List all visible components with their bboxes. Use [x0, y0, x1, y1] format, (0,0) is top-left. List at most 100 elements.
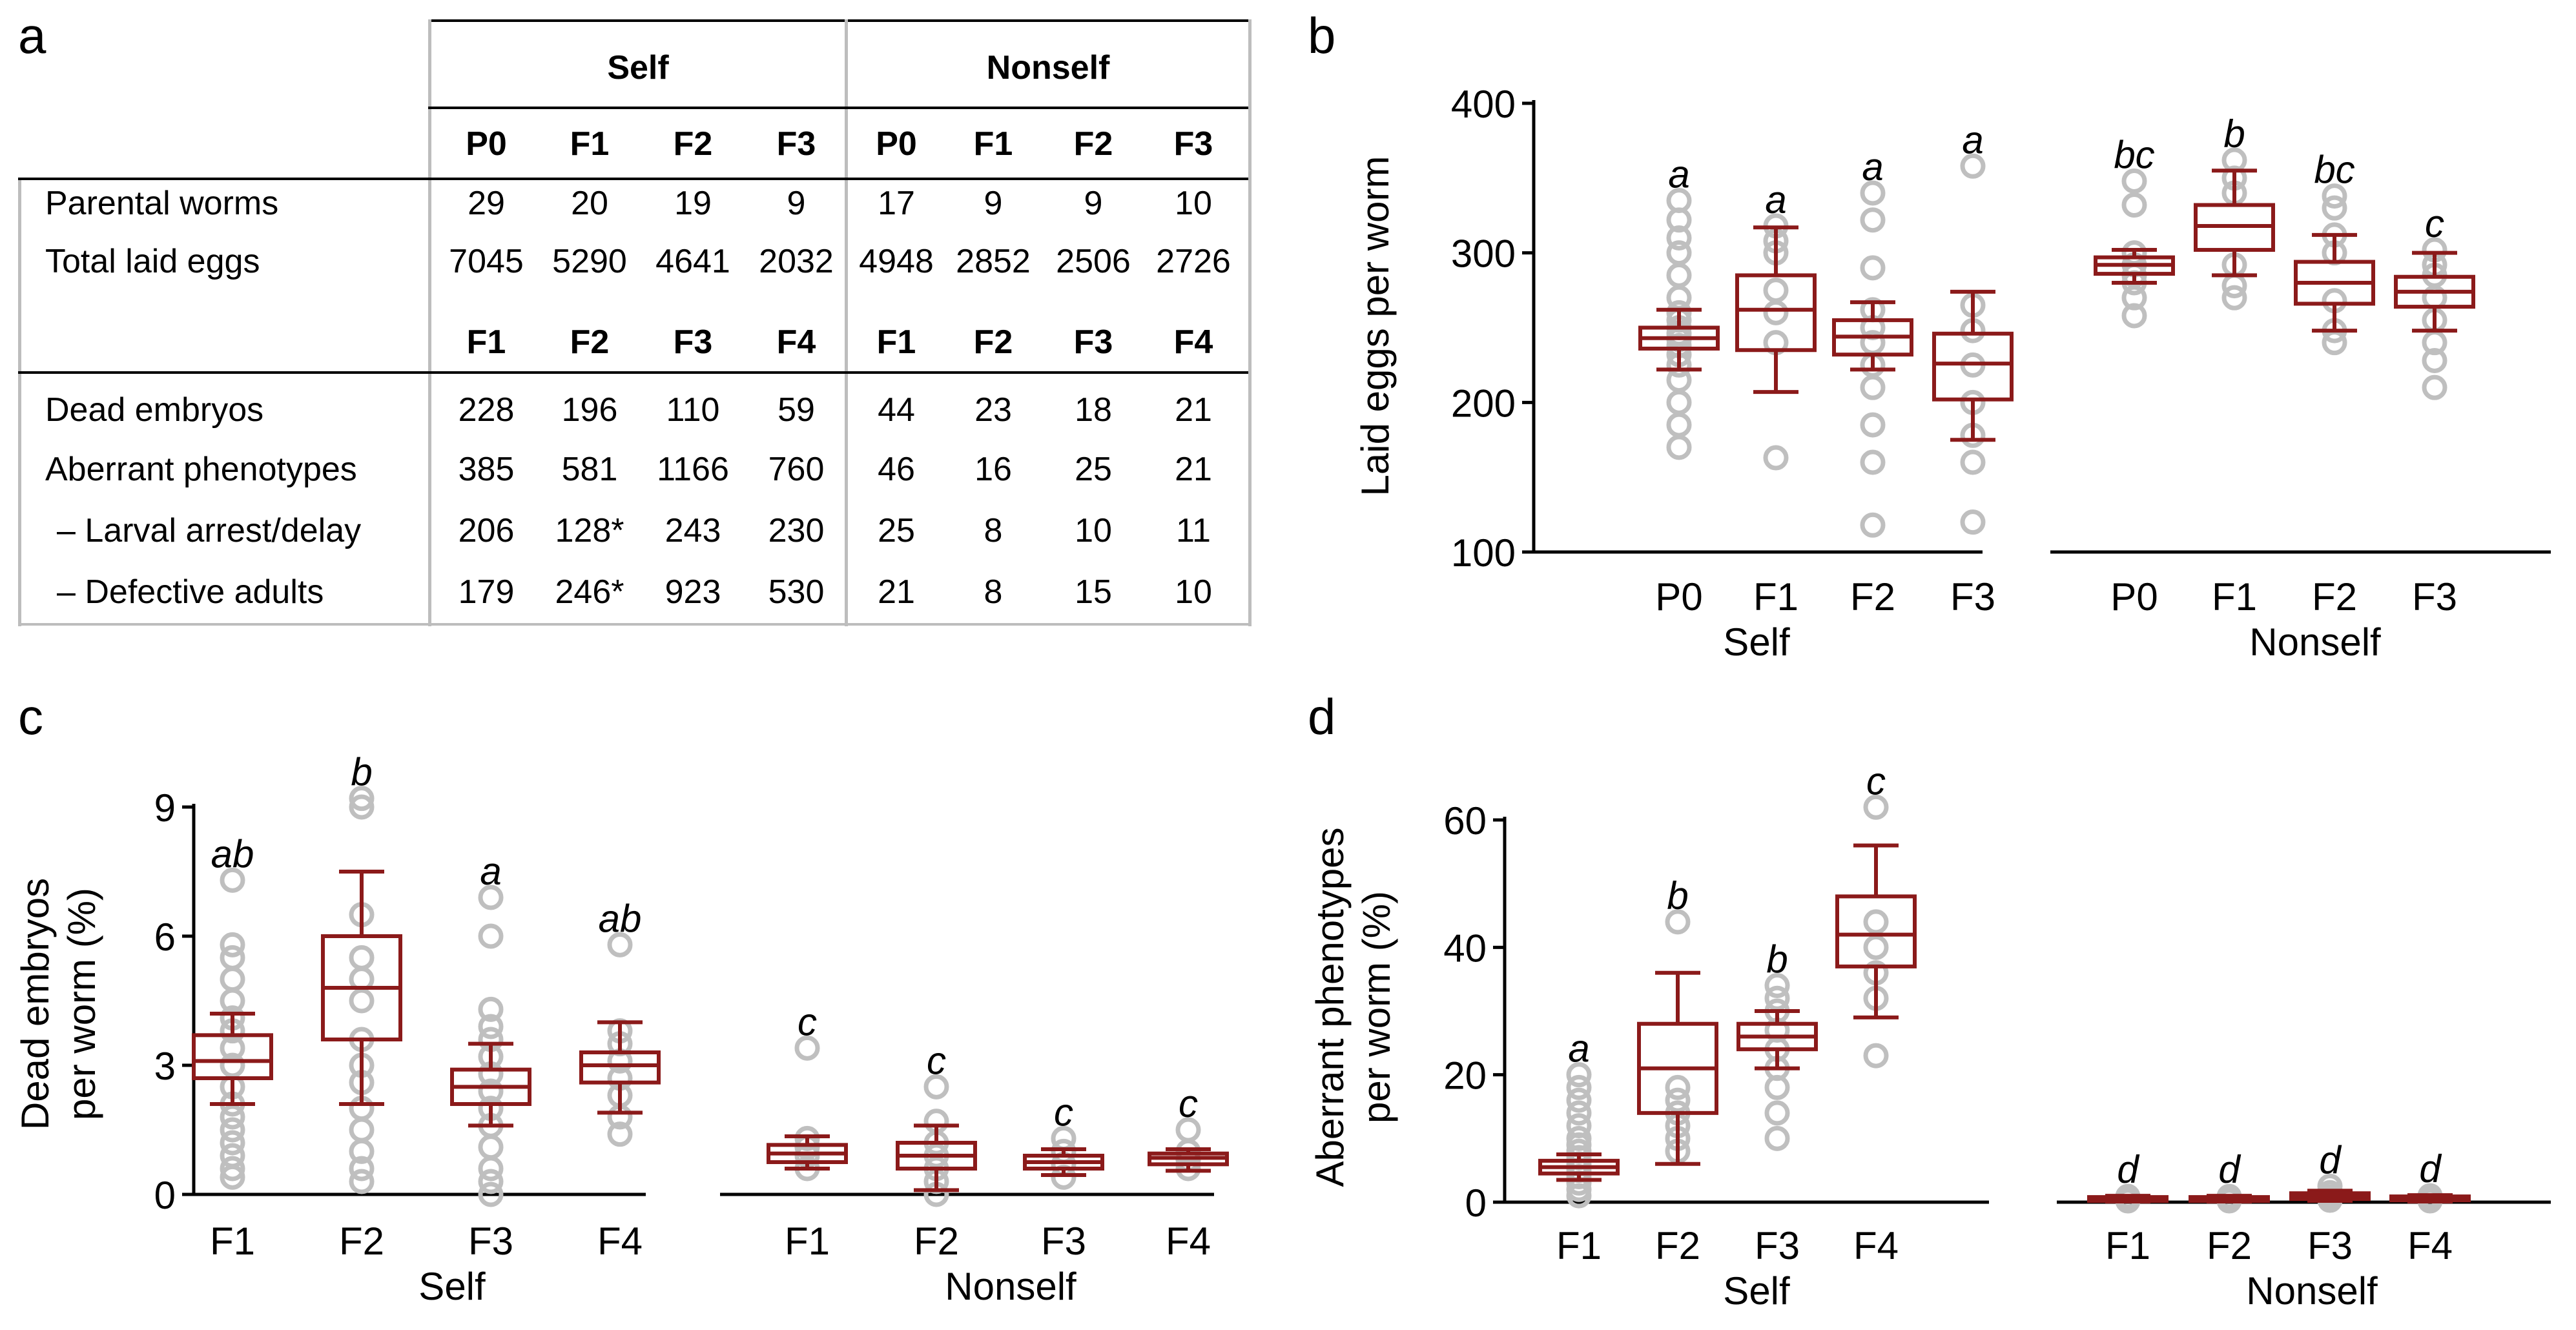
- gen-header-2: F3: [1073, 323, 1113, 361]
- data-point: [1666, 285, 1692, 311]
- box-F1: a: [1735, 178, 1817, 471]
- data-point: [607, 1121, 633, 1147]
- data-point: [220, 1143, 245, 1169]
- y-axis-label-line: Laid eggs per worm: [1354, 156, 1397, 496]
- data-point: [220, 967, 245, 992]
- x-tick-label: F3: [1950, 575, 1995, 619]
- data-point: [478, 1169, 504, 1194]
- table-rule-mid: [845, 19, 848, 626]
- x-tick-label: F1: [1556, 1224, 1602, 1267]
- data-point: [1860, 180, 1886, 206]
- gen-header-1: F3: [776, 125, 816, 163]
- cell: 23: [974, 391, 1012, 429]
- data-point: [349, 945, 375, 970]
- x-tick-label: F2: [914, 1220, 959, 1263]
- significance-letter: b: [2223, 112, 2245, 156]
- row-label: Parental worms: [45, 185, 279, 222]
- group-label: Nonself: [945, 1265, 1077, 1308]
- box-F3: b: [1736, 938, 1818, 1151]
- cell: 196: [561, 391, 618, 429]
- cell: 1166: [657, 451, 729, 488]
- gen-header-2: F1: [466, 323, 506, 361]
- significance-letter: c: [2425, 202, 2444, 245]
- data-point: [2322, 195, 2347, 221]
- box-F1: b: [2194, 112, 2275, 311]
- data-point: [349, 988, 375, 1014]
- box-iqr: [579, 1050, 661, 1085]
- box-F3: c: [1023, 1090, 1104, 1190]
- panel-label-a: a: [18, 7, 46, 64]
- significance-letter: d: [2419, 1147, 2442, 1191]
- x-tick-label: F4: [597, 1220, 643, 1263]
- y-axis-label: Laid eggs per worm: [1354, 156, 1397, 496]
- cell: 9: [1084, 185, 1103, 222]
- y-tick-label: 20: [1443, 1054, 1487, 1098]
- box-iqr: [1932, 331, 2014, 402]
- cell: 29: [468, 185, 505, 222]
- table-rule-left-top: [428, 19, 431, 123]
- x-tick-label: F2: [339, 1220, 384, 1263]
- cell: 385: [458, 451, 515, 488]
- x-tick-label: F1: [1753, 575, 1798, 619]
- significance-letter: d: [2218, 1148, 2241, 1191]
- table-rule-left: [428, 123, 431, 626]
- data-point: [349, 1117, 375, 1143]
- x-tick-label: F4: [1166, 1220, 1211, 1263]
- data-point: [2322, 183, 2347, 209]
- cell: 110: [666, 391, 720, 429]
- data-point: [1860, 449, 1886, 475]
- x-tick-label: F2: [2312, 575, 2357, 619]
- chart-b: 100 200 300 400 Laid eggs per worm Self a P0 a F1…: [1354, 83, 2551, 664]
- gen-header-2: F4: [776, 323, 816, 361]
- x-tick-label: F1: [2212, 575, 2257, 619]
- row-label: Total laid eggs: [45, 243, 260, 280]
- y-tick-label: 3: [154, 1045, 176, 1088]
- x-tick-label: F4: [2407, 1224, 2453, 1267]
- data-point: [794, 1125, 820, 1151]
- x-tick-label: F2: [2207, 1224, 2252, 1267]
- data-point: [1566, 1125, 1592, 1151]
- table-rule-2: [18, 371, 1248, 374]
- cell: 21: [1175, 391, 1212, 429]
- data-point: [478, 1078, 504, 1104]
- box-F2: b: [1637, 874, 1718, 1166]
- row-label: – Larval arrest/delay: [57, 512, 362, 549]
- data-point: [220, 1035, 245, 1061]
- significance-letter: a: [1862, 145, 1883, 189]
- data-point: [1764, 973, 1790, 999]
- cell: 10: [1175, 573, 1212, 611]
- data-point: [1764, 985, 1790, 1011]
- y-axis-label-line: Aberrant phenotypes: [1308, 827, 1352, 1187]
- data-point: [220, 867, 245, 893]
- table-top-rule: [428, 19, 1248, 22]
- gen-header-2: F3: [673, 323, 713, 361]
- cell: 25: [1075, 451, 1112, 488]
- significance-letter: c: [1866, 759, 1886, 803]
- cell: 20: [571, 185, 608, 222]
- x-tick-label: F3: [1755, 1224, 1800, 1267]
- summary-table: Self Nonself P0 F1 F2 F3 P0 F1 F2 F3 Par…: [18, 19, 1252, 626]
- significance-letter: a: [1765, 178, 1786, 221]
- gen-header-2: F2: [973, 323, 1013, 361]
- table-rule-right: [1248, 19, 1252, 626]
- cell: 44: [878, 391, 915, 429]
- box-F1: c: [767, 1000, 848, 1182]
- data-point: [220, 1117, 245, 1143]
- group-label: Self: [1723, 620, 1790, 664]
- cell: 230: [768, 512, 825, 549]
- cell: 46: [878, 451, 915, 488]
- data-point: [1863, 909, 1889, 935]
- cell: 17: [878, 185, 915, 222]
- significance-letter: bc: [2314, 148, 2354, 192]
- gen-header-1: P0: [876, 125, 917, 163]
- y-tick-label: 40: [1443, 926, 1487, 970]
- cell: 10: [1175, 185, 1212, 222]
- y-tick-label: 300: [1451, 232, 1516, 276]
- table-bottom-rule: [18, 623, 1248, 626]
- significance-letter: c: [1054, 1090, 1073, 1134]
- data-point: [1666, 389, 1692, 415]
- cell: 179: [458, 573, 515, 611]
- gen-header-1: F2: [673, 125, 713, 163]
- cell: 8: [984, 573, 1003, 611]
- data-point: [1860, 374, 1886, 400]
